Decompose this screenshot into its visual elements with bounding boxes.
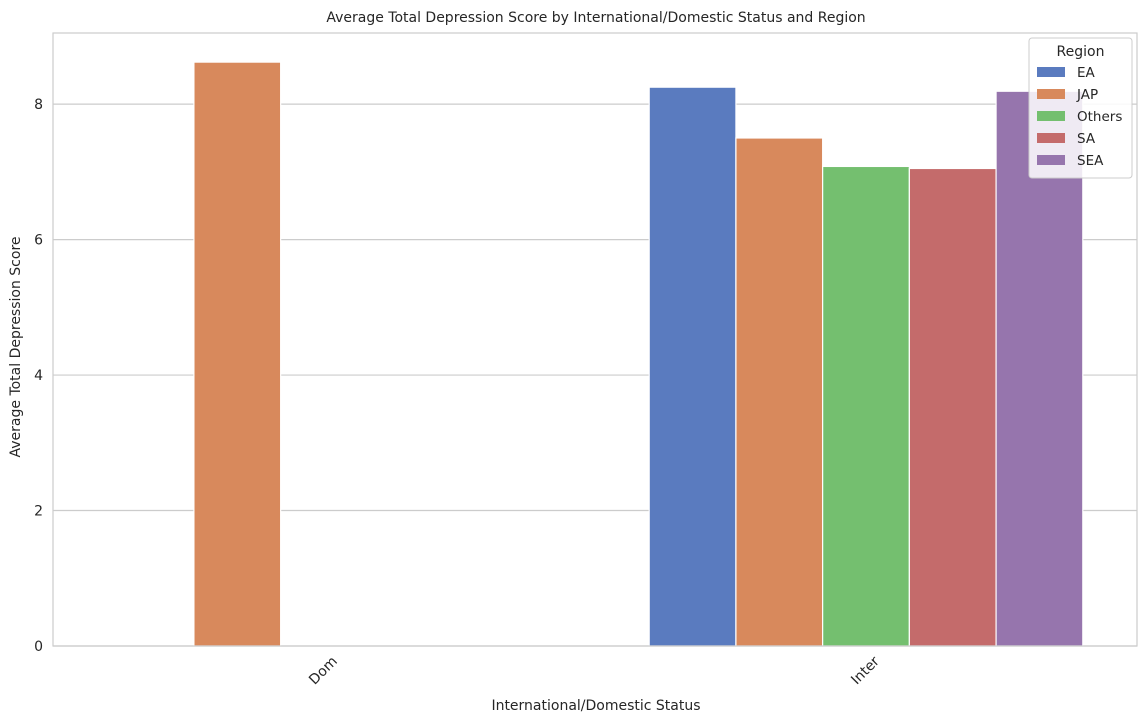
legend-title: Region: [1057, 44, 1105, 60]
legend-swatch-others: [1037, 111, 1065, 121]
bar-sa-inter: [908, 167, 997, 647]
legend-swatch-jap: [1037, 89, 1065, 99]
legend-label-ea: EA: [1077, 65, 1096, 81]
chart-title: Average Total Depression Score by Intern…: [326, 10, 865, 26]
y-tick-label: 4: [34, 368, 43, 384]
legend-label-sea: SEA: [1077, 153, 1104, 169]
bars: [193, 61, 1084, 647]
legend-label-sa: SA: [1077, 131, 1096, 147]
bar-sea-inter: [995, 90, 1084, 647]
y-tick-label: 2: [34, 504, 43, 520]
y-tick-labels: 0 2 4 6 8: [34, 97, 43, 655]
bar-jap-dom: [193, 61, 282, 647]
y-tick-label: 8: [34, 97, 43, 113]
legend-swatch-sa: [1037, 133, 1065, 143]
y-tick-label: 0: [34, 639, 43, 655]
legend-label-others: Others: [1077, 109, 1122, 125]
plot-frame: [52, 32, 1138, 647]
legend: Region EA JAP Others SA SEA: [1028, 37, 1133, 179]
legend-items: EA JAP Others SA SEA: [1037, 65, 1122, 169]
legend-label-jap: JAP: [1076, 87, 1098, 103]
y-tick-label: 6: [34, 233, 43, 249]
x-axis-label: International/Domestic Status: [491, 698, 700, 714]
legend-swatch-sea: [1037, 155, 1065, 165]
bar-jap-inter: [735, 137, 824, 647]
bar-ea-inter: [648, 86, 737, 647]
legend-swatch-ea: [1037, 67, 1065, 77]
bar-others-inter: [822, 165, 910, 647]
y-axis-label: Average Total Depression Score: [8, 236, 24, 457]
